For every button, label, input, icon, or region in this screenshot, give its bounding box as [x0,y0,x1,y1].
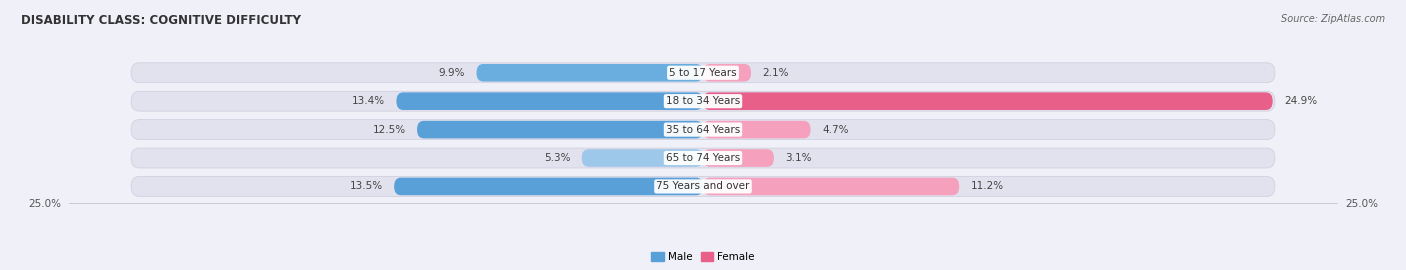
Text: 11.2%: 11.2% [970,181,1004,191]
Text: 5.3%: 5.3% [544,153,571,163]
FancyBboxPatch shape [703,92,1272,110]
FancyBboxPatch shape [131,148,1275,168]
Text: 25.0%: 25.0% [28,199,60,209]
FancyBboxPatch shape [131,120,1275,140]
Legend: Male, Female: Male, Female [651,252,755,262]
Text: 9.9%: 9.9% [439,68,465,78]
FancyBboxPatch shape [131,91,1275,111]
Text: Source: ZipAtlas.com: Source: ZipAtlas.com [1281,14,1385,23]
Text: 4.7%: 4.7% [823,124,848,135]
FancyBboxPatch shape [703,121,810,139]
FancyBboxPatch shape [582,149,703,167]
Text: 12.5%: 12.5% [373,124,405,135]
FancyBboxPatch shape [703,149,773,167]
Text: 35 to 64 Years: 35 to 64 Years [666,124,740,135]
Text: 24.9%: 24.9% [1284,96,1317,106]
Text: 3.1%: 3.1% [786,153,811,163]
FancyBboxPatch shape [394,178,703,195]
Text: DISABILITY CLASS: COGNITIVE DIFFICULTY: DISABILITY CLASS: COGNITIVE DIFFICULTY [21,14,301,26]
Text: 5 to 17 Years: 5 to 17 Years [669,68,737,78]
FancyBboxPatch shape [131,63,1275,83]
FancyBboxPatch shape [418,121,703,139]
FancyBboxPatch shape [131,177,1275,196]
Text: 18 to 34 Years: 18 to 34 Years [666,96,740,106]
Text: 13.4%: 13.4% [352,96,385,106]
Text: 65 to 74 Years: 65 to 74 Years [666,153,740,163]
Text: 2.1%: 2.1% [762,68,789,78]
Text: 13.5%: 13.5% [350,181,382,191]
Text: 75 Years and over: 75 Years and over [657,181,749,191]
FancyBboxPatch shape [703,64,751,82]
Text: 25.0%: 25.0% [1346,199,1378,209]
FancyBboxPatch shape [703,178,959,195]
FancyBboxPatch shape [477,64,703,82]
FancyBboxPatch shape [396,92,703,110]
